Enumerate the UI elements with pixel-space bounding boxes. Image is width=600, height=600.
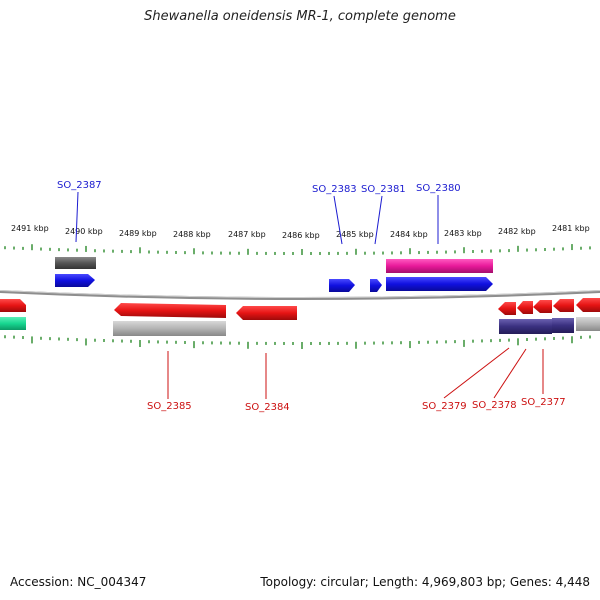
scale-label: 2485 kbp bbox=[336, 230, 374, 239]
scale-label: 2491 kbp bbox=[11, 224, 49, 233]
feature-block-navy[interactable] bbox=[533, 319, 552, 334]
bottom-gene-labels: SO_2385 SO_2384 SO_2379 SO_2378 SO_2377 bbox=[147, 347, 566, 413]
scale-label: 2489 kbp bbox=[119, 229, 157, 238]
scale-label: 2490 kbp bbox=[65, 227, 103, 236]
gene-so-2384-arrow[interactable] bbox=[236, 306, 297, 320]
gene-so-2383-arrow[interactable] bbox=[329, 279, 355, 292]
leader-line bbox=[75, 191, 79, 243]
gene-right-red-arrow-1[interactable] bbox=[553, 299, 574, 312]
feature-block-navy[interactable] bbox=[499, 319, 517, 334]
gene-label-so-2380[interactable]: SO_2380 bbox=[416, 183, 461, 194]
leader-line bbox=[374, 195, 383, 245]
feature-block-navy[interactable] bbox=[517, 319, 533, 334]
feature-left-red[interactable] bbox=[0, 299, 26, 312]
scale-label: 2486 kbp bbox=[282, 231, 320, 240]
scale-label: 2483 kbp bbox=[444, 229, 482, 238]
leader-line bbox=[443, 347, 510, 399]
gene-label-so-2384[interactable]: SO_2384 bbox=[245, 402, 290, 413]
scale-label: 2488 kbp bbox=[173, 230, 211, 239]
inner-features bbox=[0, 298, 600, 336]
feature-block-dark[interactable] bbox=[55, 257, 96, 269]
feature-block-gray[interactable] bbox=[576, 317, 600, 331]
outer-scale-ticks bbox=[4, 244, 591, 255]
gene-right-red-arrow-2[interactable] bbox=[576, 298, 600, 312]
gene-label-so-2377[interactable]: SO_2377 bbox=[521, 397, 566, 408]
scale-label: 2487 kbp bbox=[228, 230, 266, 239]
map-title: Shewanella oneidensis MR-1, complete gen… bbox=[144, 9, 456, 24]
feature-block-navy[interactable] bbox=[552, 318, 574, 333]
gene-label-so-2385[interactable]: SO_2385 bbox=[147, 401, 192, 412]
genome-backbone bbox=[0, 289, 600, 300]
scale-label: 2481 kbp bbox=[552, 224, 590, 233]
leader-line bbox=[333, 195, 343, 245]
outer-features bbox=[55, 257, 493, 292]
feature-left-teal[interactable] bbox=[0, 317, 26, 330]
scale-label: 2484 kbp bbox=[390, 230, 428, 239]
feature-block-pink[interactable] bbox=[386, 259, 493, 273]
gene-so-2379-arrow[interactable] bbox=[498, 302, 516, 315]
feature-block-gray[interactable] bbox=[113, 321, 226, 336]
scale-labels: 2491 kbp 2490 kbp 2489 kbp 2488 kbp 2487… bbox=[11, 224, 590, 240]
gene-so-2381-arrow[interactable] bbox=[370, 279, 382, 292]
gene-label-so-2387[interactable]: SO_2387 bbox=[57, 180, 102, 191]
gene-label-so-2378[interactable]: SO_2378 bbox=[472, 400, 517, 411]
genome-stats-text: Topology: circular; Length: 4,969,803 bp… bbox=[260, 575, 590, 589]
inner-scale-ticks bbox=[4, 335, 591, 349]
gene-so-2378-arrow[interactable] bbox=[517, 301, 533, 314]
leader-line bbox=[493, 348, 527, 399]
scale-label: 2482 kbp bbox=[498, 227, 536, 236]
gene-label-so-2383[interactable]: SO_2383 bbox=[312, 184, 357, 195]
gene-so-2385-arrow[interactable] bbox=[114, 303, 226, 318]
gene-so-2377-arrow[interactable] bbox=[533, 300, 552, 313]
genome-backbone-highlight bbox=[0, 289, 600, 298]
gene-label-so-2379[interactable]: SO_2379 bbox=[422, 401, 467, 412]
top-gene-labels: SO_2387 SO_2383 SO_2381 SO_2380 bbox=[57, 180, 461, 245]
gene-so-2387-arrow[interactable] bbox=[55, 274, 95, 287]
gene-so-2380-arrow[interactable] bbox=[386, 277, 493, 291]
accession-text: Accession: NC_004347 bbox=[10, 575, 147, 589]
gene-label-so-2381[interactable]: SO_2381 bbox=[361, 184, 406, 195]
